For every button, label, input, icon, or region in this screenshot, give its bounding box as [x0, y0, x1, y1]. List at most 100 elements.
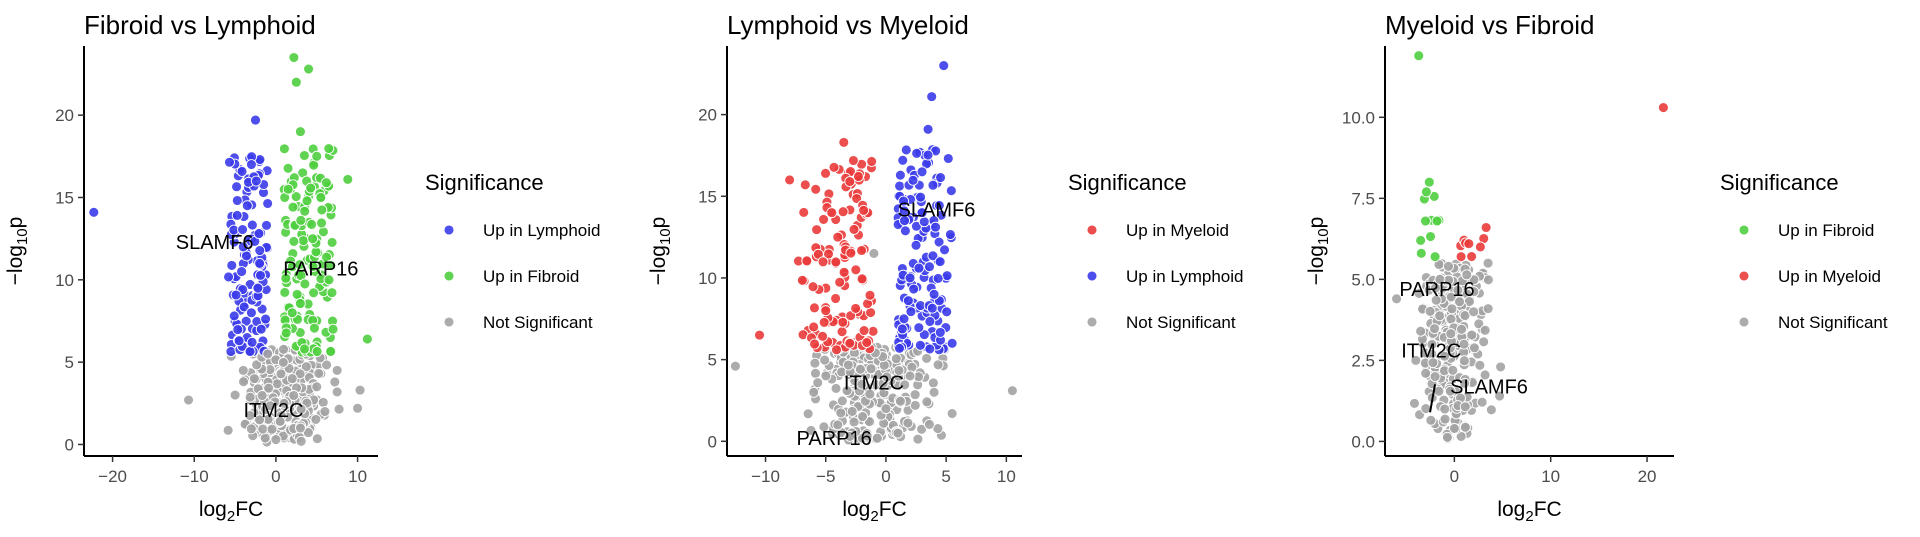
- volcano-panel-lymphoid-vs-myeloid: Lymphoid vs Myeloid −10 −5 0 5 10 0 5 10 15 20 log…: [647, 10, 1244, 525]
- data-point: [830, 382, 842, 394]
- data-point: [183, 394, 194, 406]
- legend-label: Up in Myeloid: [1126, 221, 1229, 240]
- data-point: [250, 114, 261, 126]
- x-tick-label: −20: [98, 467, 127, 486]
- data-point: [323, 274, 335, 286]
- y-tick-label: 0: [65, 435, 74, 454]
- data-point: [784, 174, 796, 186]
- gene-label-leader: [1429, 384, 1437, 413]
- data-point: [303, 63, 315, 75]
- data-point: [932, 359, 944, 371]
- gene-label: PARP16: [283, 258, 358, 280]
- x-tick-label: −5: [816, 467, 835, 486]
- legend-label: Up in Myeloid: [1778, 267, 1881, 286]
- y-tick-label: 5: [65, 353, 74, 372]
- data-point: [237, 241, 249, 253]
- data-point: [246, 219, 258, 231]
- data-point: [237, 364, 249, 376]
- data-point: [308, 322, 320, 334]
- data-point: [282, 162, 294, 174]
- legend-label: Not Significant: [483, 313, 593, 332]
- data-point: [818, 213, 830, 225]
- series-not-significant: [183, 348, 366, 445]
- data-point: [1459, 421, 1471, 433]
- data-point: [798, 207, 810, 218]
- data-point: [275, 368, 287, 380]
- data-point: [846, 405, 858, 417]
- legend-title: Significance: [1068, 170, 1187, 195]
- data-point: [231, 181, 243, 193]
- legend-label: Not Significant: [1778, 313, 1888, 332]
- data-point: [805, 424, 817, 436]
- data-point: [278, 143, 290, 155]
- data-point: [818, 316, 830, 328]
- data-point: [858, 325, 870, 337]
- y-tick-label: 0.0: [1351, 432, 1375, 451]
- data-point: [278, 343, 289, 355]
- data-point: [933, 236, 945, 248]
- legend-key: [443, 270, 455, 282]
- data-point: [924, 316, 936, 327]
- data-point: [288, 390, 300, 401]
- data-point: [861, 430, 873, 442]
- data-point: [854, 363, 866, 375]
- data-point: [327, 323, 339, 335]
- data-point: [924, 261, 935, 273]
- data-point: [837, 206, 849, 218]
- data-point: [893, 365, 905, 376]
- x-tick-label: −10: [751, 467, 780, 486]
- data-point: [295, 435, 307, 447]
- data-point: [245, 423, 257, 435]
- data-point: [832, 231, 844, 243]
- data-point: [1474, 359, 1486, 371]
- data-point: [1424, 305, 1436, 317]
- data-point: [894, 342, 905, 354]
- data-point: [1458, 338, 1470, 350]
- data-point: [810, 367, 821, 379]
- data-point: [229, 389, 241, 401]
- data-point: [1445, 328, 1457, 340]
- data-point: [908, 283, 920, 295]
- data-point: [361, 333, 373, 345]
- data-point: [236, 266, 248, 278]
- x-tick-label: 10: [1541, 467, 1560, 486]
- data-point: [1468, 342, 1480, 354]
- data-point: [913, 262, 925, 274]
- gene-label: ITM2C: [844, 372, 904, 394]
- data-point: [311, 150, 323, 162]
- legend-title: Significance: [1720, 170, 1839, 195]
- data-point: [297, 235, 309, 247]
- data-point: [848, 223, 860, 235]
- legend-key: [1738, 270, 1750, 282]
- y-tick-label: 20: [55, 106, 74, 125]
- data-point: [842, 359, 854, 371]
- data-point: [880, 403, 892, 415]
- data-point: [844, 337, 856, 349]
- data-point: [333, 403, 345, 415]
- series-up-in-lymphoid: [88, 114, 267, 347]
- y-tick-label: 5: [708, 351, 717, 370]
- data-point: [277, 356, 289, 368]
- data-point: [342, 173, 354, 185]
- legend-label: Up in Fibroid: [1778, 221, 1874, 240]
- data-point: [1426, 338, 1438, 350]
- data-point: [233, 335, 245, 347]
- data-point: [1434, 310, 1446, 322]
- y-tick-label: 0: [708, 432, 717, 451]
- data-point: [308, 287, 320, 299]
- series-not-significant: [729, 248, 1018, 442]
- data-point: [946, 408, 958, 419]
- data-point: [245, 159, 257, 171]
- data-point: [354, 384, 366, 396]
- data-point: [830, 256, 842, 268]
- data-point: [1478, 336, 1490, 348]
- legend-key: [1738, 224, 1750, 236]
- data-point: [907, 174, 919, 186]
- panel-title: Lymphoid vs Myeloid: [727, 10, 969, 40]
- data-point: [301, 195, 313, 207]
- data-point: [260, 313, 272, 325]
- data-point: [1476, 396, 1488, 408]
- data-point: [898, 195, 910, 207]
- data-point: [922, 149, 934, 161]
